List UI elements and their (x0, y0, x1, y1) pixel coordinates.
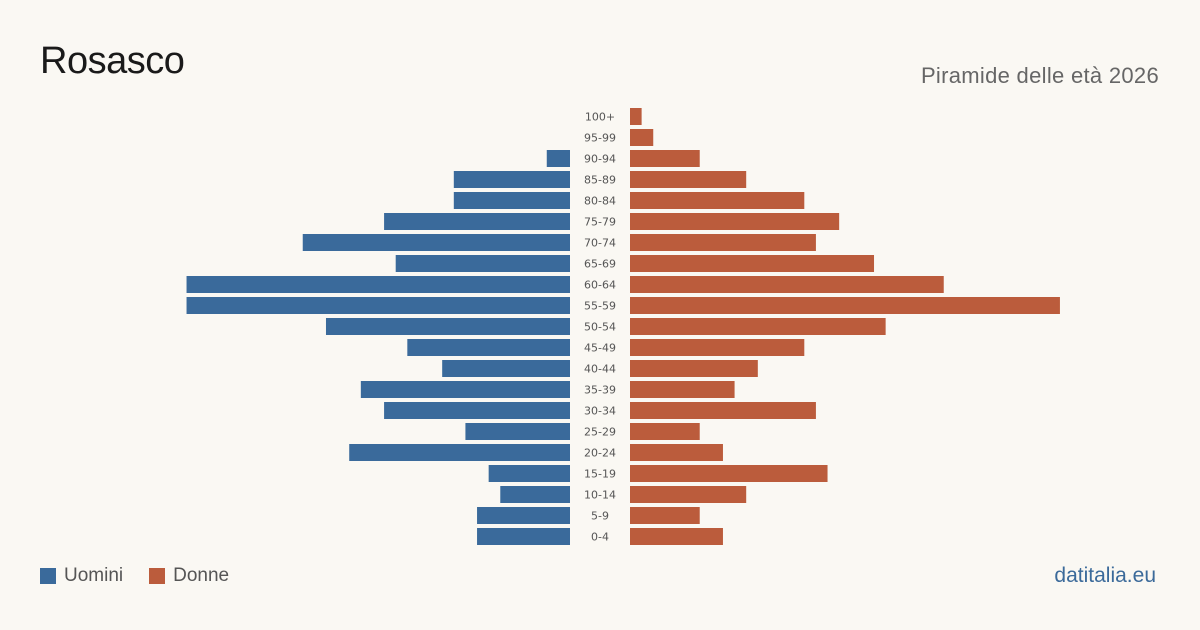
bar-women-20-24 (630, 444, 723, 461)
age-label-40-44: 40-44 (584, 363, 616, 376)
bar-women-50-54 (630, 318, 886, 335)
age-label-5-9: 5-9 (591, 510, 609, 523)
bar-men-90-94 (546, 150, 570, 167)
age-label-100+: 100+ (585, 111, 615, 124)
bar-women-60-64 (630, 276, 944, 293)
legend: Uomini Donne (40, 565, 255, 587)
chart-subtitle: Piramide delle età 2026 (920, 63, 1159, 88)
age-label-80-84: 80-84 (584, 195, 616, 208)
bar-men-35-39 (360, 381, 570, 398)
bar-women-70-74 (630, 234, 816, 251)
bar-women-25-29 (630, 423, 700, 440)
age-label-20-24: 20-24 (584, 447, 616, 460)
age-label-90-94: 90-94 (584, 153, 616, 166)
bar-women-40-44 (630, 360, 758, 377)
bar-men-70-74 (302, 234, 570, 251)
age-labels-group: 100+ 95-99 90-94 85-89 80-84 75-79 70-74 65-69 6… (584, 111, 616, 544)
age-label-95-99: 95-99 (584, 132, 616, 145)
bar-men-15-19 (488, 465, 570, 482)
age-label-45-49: 45-49 (584, 342, 616, 355)
age-label-55-59: 55-59 (584, 300, 616, 313)
legend-item-men: Uomini (40, 565, 123, 587)
age-label-10-14: 10-14 (584, 489, 616, 502)
bar-men-40-44 (442, 360, 570, 377)
bar-men-55-59 (186, 297, 571, 314)
bar-men-10-14 (500, 486, 570, 503)
legend-swatch-men (40, 568, 56, 584)
bar-men-30-34 (384, 402, 570, 419)
age-label-15-19: 15-19 (584, 468, 616, 481)
bar-women-65-69 (630, 255, 875, 272)
bar-women-0-4 (630, 528, 723, 545)
legend-label-women: Donne (173, 565, 230, 586)
bar-men-75-79 (384, 213, 570, 230)
women-bars-group (630, 108, 1060, 545)
bar-men-80-84 (453, 192, 570, 209)
bar-women-80-84 (630, 192, 805, 209)
bar-women-75-79 (630, 213, 840, 230)
bar-men-0-4 (477, 528, 570, 545)
legend-item-women: Donne (149, 565, 229, 587)
legend-label-men: Uomini (64, 565, 124, 586)
bar-women-30-34 (630, 402, 816, 419)
bar-women-90-94 (630, 150, 700, 167)
bar-men-60-64 (186, 276, 571, 293)
bar-men-65-69 (395, 255, 570, 272)
bar-men-20-24 (349, 444, 570, 461)
age-label-30-34: 30-34 (584, 405, 616, 418)
bar-women-10-14 (630, 486, 747, 503)
age-label-0-4: 0-4 (591, 531, 609, 544)
bar-men-45-49 (407, 339, 570, 356)
age-label-25-29: 25-29 (584, 426, 616, 439)
bar-women-45-49 (630, 339, 805, 356)
bar-women-35-39 (630, 381, 735, 398)
age-label-65-69: 65-69 (584, 258, 616, 271)
legend-swatch-women (149, 568, 166, 584)
age-label-85-89: 85-89 (584, 174, 616, 187)
age-label-50-54: 50-54 (584, 321, 616, 334)
bar-men-50-54 (325, 318, 570, 335)
bar-women-95-99 (630, 129, 654, 146)
bar-women-85-89 (630, 171, 747, 188)
age-label-70-74: 70-74 (584, 237, 616, 250)
source-link[interactable]: datitalia.eu (1054, 564, 1156, 587)
bar-men-85-89 (453, 171, 570, 188)
page-title: Rosasco (40, 40, 185, 82)
bar-men-5-9 (477, 507, 570, 524)
bar-men-25-29 (465, 423, 570, 440)
age-label-75-79: 75-79 (584, 216, 616, 229)
bar-women-5-9 (630, 507, 700, 524)
bar-women-15-19 (630, 465, 828, 482)
men-bars-group (186, 150, 571, 545)
age-label-60-64: 60-64 (584, 279, 616, 292)
age-label-35-39: 35-39 (584, 384, 616, 397)
bar-women-100+ (630, 108, 642, 125)
bar-women-55-59 (630, 297, 1060, 314)
